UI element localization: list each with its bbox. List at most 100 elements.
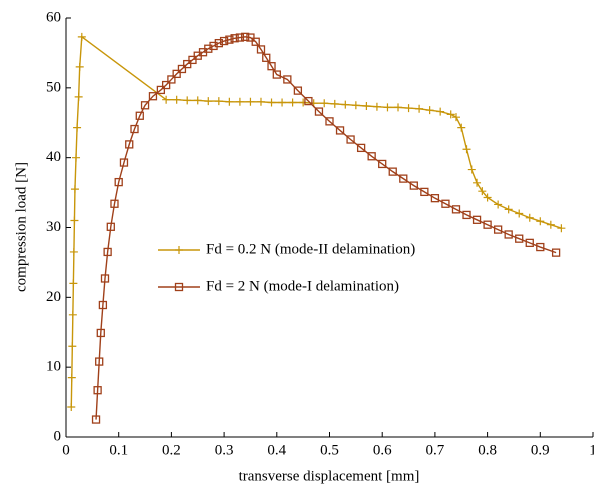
marker [362, 101, 371, 110]
y-tick-label: 60 [46, 9, 61, 25]
marker [267, 98, 276, 107]
marker [100, 274, 110, 283]
marker [267, 62, 276, 71]
marker [74, 92, 83, 101]
x-tick-label: 0.3 [215, 442, 234, 458]
y-tick-label: 20 [46, 289, 61, 305]
marker [504, 230, 513, 239]
marker [467, 165, 476, 174]
marker [241, 32, 250, 42]
x-tick-label: 0.1 [109, 442, 128, 458]
legend-label: Fd = 0.2 N (mode-II delamination) [206, 241, 415, 257]
y-axis-label: compression load [N] [13, 162, 29, 292]
y-tick-label: 50 [46, 79, 61, 95]
marker [415, 104, 424, 113]
marker [69, 279, 78, 288]
marker [441, 199, 450, 208]
marker [96, 328, 105, 338]
x-axis-label: transverse displacement [mm] [239, 468, 420, 484]
marker [272, 70, 281, 79]
marker [256, 45, 266, 54]
marker [378, 159, 387, 169]
marker [204, 44, 213, 53]
marker [251, 37, 260, 46]
x-tick-label: 0.9 [531, 442, 550, 458]
marker [551, 248, 561, 257]
marker [515, 209, 524, 218]
marker [162, 95, 171, 104]
marker [383, 103, 392, 112]
marker [473, 178, 482, 187]
marker [536, 217, 545, 226]
marker [299, 98, 308, 107]
marker [148, 92, 158, 101]
marker [95, 357, 104, 366]
y-tick-label: 0 [54, 428, 62, 444]
marker [341, 100, 350, 109]
marker [68, 342, 77, 351]
legend-label: Fd = 2 N (mode-I delamination) [206, 278, 399, 294]
marker [106, 222, 115, 231]
x-tick-label: 0 [62, 442, 70, 458]
marker [225, 97, 234, 106]
marker [235, 97, 244, 106]
marker [372, 102, 381, 111]
marker [278, 98, 287, 107]
marker [172, 69, 181, 79]
marker [67, 402, 76, 411]
marker [351, 101, 360, 110]
marker [388, 167, 397, 176]
marker [91, 415, 101, 424]
marker [446, 110, 455, 119]
marker [230, 34, 239, 43]
marker [214, 38, 223, 48]
marker [330, 99, 339, 108]
marker [214, 97, 223, 106]
marker [394, 103, 403, 112]
marker [219, 36, 229, 46]
marker [472, 215, 482, 224]
marker [75, 62, 84, 71]
y-tick-label: 30 [46, 219, 61, 235]
marker [225, 35, 234, 44]
marker [77, 32, 86, 41]
marker [478, 187, 487, 196]
marker [493, 225, 503, 234]
marker [462, 210, 471, 220]
marker [494, 200, 503, 209]
marker [288, 98, 297, 107]
marker [204, 97, 213, 106]
legend-marker [175, 246, 183, 254]
marker [177, 64, 187, 74]
marker [536, 242, 545, 252]
marker [103, 247, 112, 257]
marker [399, 174, 408, 183]
marker [525, 238, 534, 248]
marker [483, 193, 492, 202]
marker [93, 386, 102, 395]
marker [161, 80, 171, 90]
x-tick-label: 1 [589, 442, 594, 458]
marker [69, 247, 78, 256]
marker [246, 97, 255, 106]
marker [430, 194, 440, 203]
marker [119, 158, 129, 167]
y-tick-label: 40 [46, 149, 61, 165]
marker [70, 216, 79, 225]
marker [262, 53, 271, 62]
x-tick-label: 0.7 [426, 442, 445, 458]
marker [483, 220, 492, 229]
legend-marker [174, 282, 184, 292]
x-tick-label: 0.8 [478, 442, 497, 458]
marker [283, 75, 292, 84]
x-tick-label: 0.4 [267, 442, 286, 458]
marker [367, 152, 376, 161]
marker [156, 85, 166, 95]
marker [320, 99, 329, 108]
marker [335, 126, 345, 135]
marker [246, 33, 255, 42]
marker [304, 96, 313, 106]
marker [420, 187, 429, 197]
